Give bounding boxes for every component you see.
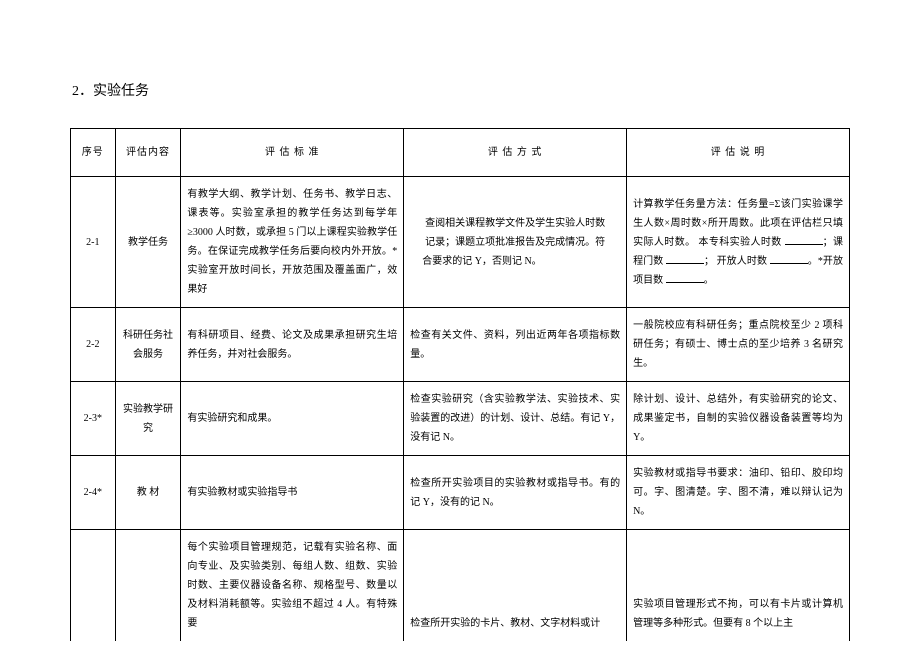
cell-desc: 除计划、设计、总结外，有实验研究的论文、成果鉴定书，自制的实验仪器设备装置等均为… bbox=[627, 382, 850, 456]
blank-field bbox=[770, 254, 808, 264]
table-row: 2-3* 实验教学研 究 有实验研究和成果。 检查实验研究（含实验教学法、实验技… bbox=[71, 382, 850, 456]
table-row: 每个实验项目管理规范，记载有实验名称、面向专业、及实验类别、每组人数、组数、实验… bbox=[71, 530, 850, 642]
table-row: 2-4* 教 材 有实验教材或实验指导书 检查所开实验项目的实验教材或指导书。有… bbox=[71, 456, 850, 530]
blank-field bbox=[666, 254, 704, 264]
header-content: 评估内容 bbox=[115, 129, 181, 177]
cell-seq bbox=[71, 530, 116, 642]
cell-method: 检查有关文件、资料，列出近两年各项指标数量。 bbox=[404, 308, 627, 382]
cell-method: 检查所开实验项目的实验教材或指导书。有的记 Y，没有的记 N。 bbox=[404, 456, 627, 530]
cell-content: 实验教学研 究 bbox=[115, 382, 181, 456]
section-title: 2．实验任务 bbox=[70, 80, 850, 100]
cell-standard: 有教学大纲、教学计划、任务书、教学日志、课表等。实验室承担的教学任务达到每学年≥… bbox=[181, 177, 404, 308]
cell-standard: 有科研项目、经费、论文及成果承担研究生培养任务，并对社会服务。 bbox=[181, 308, 404, 382]
cell-desc: 一般院校应有科研任务；重点院校至少 2 项科研任务；有硕士、博士点的至少培养 3… bbox=[627, 308, 850, 382]
cell-desc: 计算教学任务量方法：任务量=Σ该门实验课学生人数×周时数×所开周数。此项在评估栏… bbox=[627, 177, 850, 308]
cell-desc: 实验教材或指导书要求：油印、铅印、胶印均可。字、图清楚。字、图不清，难以辩认记为… bbox=[627, 456, 850, 530]
cell-method: 查阅相关课程教学文件及学生实验人时数记录；课题立项批准报告及完成情况。符合要求的… bbox=[404, 177, 627, 308]
table-row: 2-2 科研任务社会服务 有科研项目、经费、论文及成果承担研究生培养任务，并对社… bbox=[71, 308, 850, 382]
header-desc: 评 估 说 明 bbox=[627, 129, 850, 177]
table-header-row: 序号 评估内容 评 估 标 准 评 估 方 式 评 估 说 明 bbox=[71, 129, 850, 177]
cell-desc: 实验项目管理形式不拘，可以有卡片或计算机管理等多种形式。但要有 8 个以上主 bbox=[627, 530, 850, 642]
cell-seq: 2-1 bbox=[71, 177, 116, 308]
cell-content: 科研任务社会服务 bbox=[115, 308, 181, 382]
table-row: 2-1 教学任务 有教学大纲、教学计划、任务书、教学日志、课表等。实验室承担的教… bbox=[71, 177, 850, 308]
cell-standard: 每个实验项目管理规范，记载有实验名称、面向专业、及实验类别、每组人数、组数、实验… bbox=[181, 530, 404, 642]
cell-seq: 2-2 bbox=[71, 308, 116, 382]
cell-standard: 有实验教材或实验指导书 bbox=[181, 456, 404, 530]
cell-standard: 有实验研究和成果。 bbox=[181, 382, 404, 456]
cell-seq: 2-4* bbox=[71, 456, 116, 530]
cell-content bbox=[115, 530, 181, 642]
header-seq: 序号 bbox=[71, 129, 116, 177]
header-standard: 评 估 标 准 bbox=[181, 129, 404, 177]
cell-method: 检查所开实验的卡片、教材、文字材料或计 bbox=[404, 530, 627, 642]
blank-field bbox=[785, 235, 823, 245]
header-method: 评 估 方 式 bbox=[404, 129, 627, 177]
blank-field bbox=[666, 273, 704, 283]
cell-seq: 2-3* bbox=[71, 382, 116, 456]
cell-method: 检查实验研究（含实验教学法、实验技术、实验装置的改进）的计划、设计、总结。有记 … bbox=[404, 382, 627, 456]
cell-content: 教 材 bbox=[115, 456, 181, 530]
evaluation-table: 序号 评估内容 评 估 标 准 评 估 方 式 评 估 说 明 2-1 教学任务… bbox=[70, 128, 850, 641]
cell-content: 教学任务 bbox=[115, 177, 181, 308]
